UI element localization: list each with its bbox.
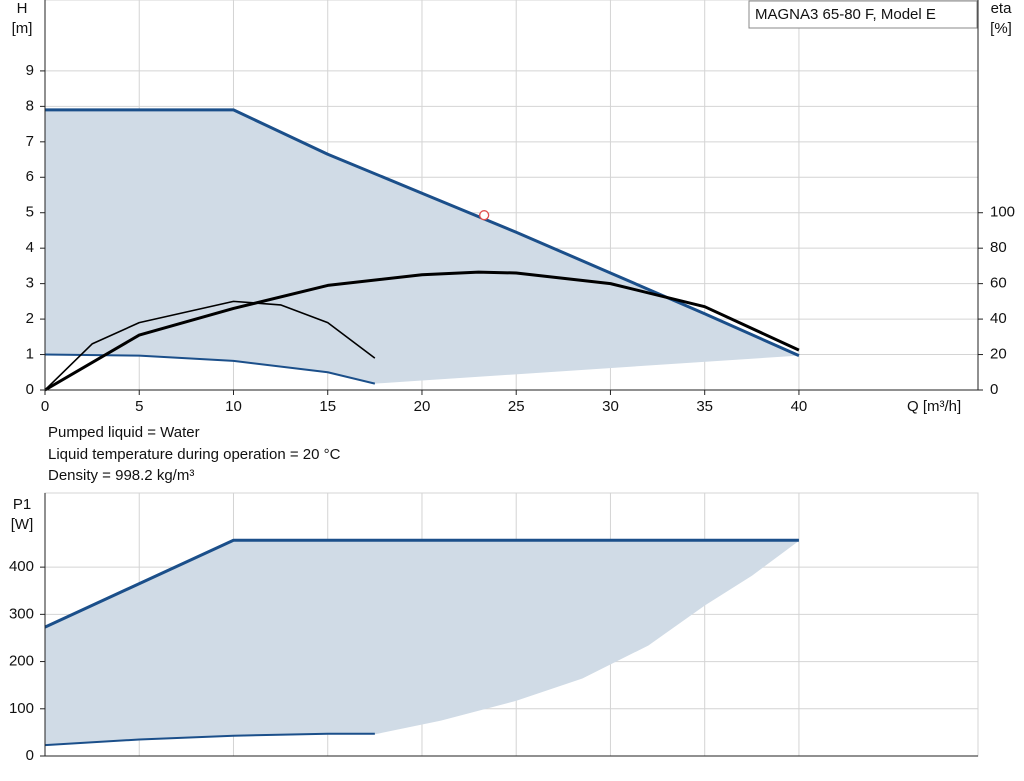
curve xyxy=(45,108,800,357)
x-tick-label: 25 xyxy=(508,398,525,415)
y-tick-label: 1 xyxy=(26,346,34,363)
x-tick-label: 10 xyxy=(225,398,242,415)
y-tick-label: 0 xyxy=(26,747,34,764)
area-fill xyxy=(45,540,799,746)
curve xyxy=(44,732,375,747)
title-text: MAGNA3 65-80 F, Model E xyxy=(755,6,936,23)
y2-label: eta xyxy=(991,0,1013,17)
y-tick-label: 4 xyxy=(26,239,34,256)
y-tick-label: 5 xyxy=(26,204,34,221)
y-unit: [m] xyxy=(12,20,33,37)
y2-tick-label: 100 xyxy=(990,204,1015,221)
y2-tick-label: 20 xyxy=(990,346,1007,363)
y-tick-label: 200 xyxy=(9,653,34,670)
y-label: H xyxy=(17,0,28,17)
y-tick-label: 2 xyxy=(26,310,34,327)
x-tick-label: 30 xyxy=(602,398,619,415)
y2-tick-label: 0 xyxy=(990,381,998,398)
y-tick-label: 300 xyxy=(9,605,34,622)
y-tick-label: 0 xyxy=(26,381,34,398)
y-tick-label: 3 xyxy=(26,275,34,292)
x-tick-label: 20 xyxy=(414,398,431,415)
duty-point xyxy=(479,210,490,221)
y2-tick-label: 80 xyxy=(990,239,1007,256)
y-tick-label: 6 xyxy=(26,168,34,185)
curve xyxy=(44,538,799,629)
area-fill xyxy=(45,109,799,384)
y-tick-label: 9 xyxy=(26,62,34,79)
y2-tick-label: 60 xyxy=(990,275,1007,292)
x-tick-label: 35 xyxy=(696,398,713,415)
x-tick-label: 15 xyxy=(319,398,336,415)
curve xyxy=(44,300,376,391)
x-tick-label: 5 xyxy=(135,398,143,415)
x-tick-label: 40 xyxy=(791,398,808,415)
note: Liquid temperature during operation = 20… xyxy=(48,446,341,463)
y2-unit: [%] xyxy=(990,20,1012,37)
y-unit: [W] xyxy=(11,516,34,533)
y-tick-label: 400 xyxy=(9,558,34,575)
title-box xyxy=(748,0,978,29)
y-tick-label: 100 xyxy=(9,700,34,717)
note: Density = 998.2 kg/m³ xyxy=(48,467,194,484)
y-tick-label: 8 xyxy=(26,97,34,114)
area-edge xyxy=(374,539,800,735)
y-label: P1 xyxy=(13,496,31,513)
note: Pumped liquid = Water xyxy=(48,424,200,441)
x-label: Q [m³/h] xyxy=(907,398,961,415)
x-tick-label: 0 xyxy=(41,398,49,415)
curve xyxy=(44,353,376,385)
y2-tick-label: 40 xyxy=(990,310,1007,327)
curve xyxy=(44,270,800,392)
y-tick-label: 7 xyxy=(26,133,34,150)
